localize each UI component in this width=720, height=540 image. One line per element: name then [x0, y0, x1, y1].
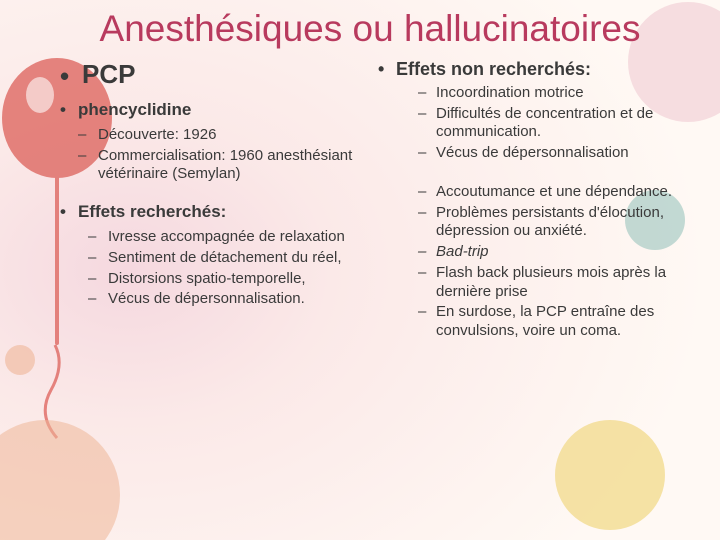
list-item: Vécus de dépersonnalisation. [88, 290, 362, 309]
effets-recherches-heading: Effets recherchés: [60, 202, 362, 222]
list-item: Difficultés de concentration et de commu… [418, 105, 680, 143]
right-column: Effets non recherchés: Incoordination mo… [378, 59, 680, 351]
effets-non-recherches-label: Effets non recherchés: [396, 59, 591, 79]
content: Anesthésiques ou hallucinatoires PCP phe… [0, 0, 720, 371]
pcp-label: PCP [82, 59, 135, 89]
slide: Anesthésiques ou hallucinatoires PCP phe… [0, 0, 720, 540]
effets-non-recherches-heading: Effets non recherchés: Incoordination mo… [378, 59, 680, 341]
effets-non-recherches-block1: Incoordination motrice Difficultés de co… [396, 84, 680, 163]
slide-title: Anesthésiques ou hallucinatoires [60, 10, 680, 49]
left-column: PCP phencyclidine Découverte: 1926 Comme… [60, 59, 362, 351]
phencyclidine-details: Découverte: 1926 Commercialisation: 1960… [78, 126, 362, 184]
two-column-body: PCP phencyclidine Découverte: 1926 Comme… [60, 59, 680, 351]
list-item: Accoutumance et une dépendance. [418, 183, 680, 202]
effets-recherches-list: Ivresse accompagnée de relaxation Sentim… [60, 228, 362, 309]
phencyclidine-label: phencyclidine [78, 100, 191, 119]
effets-recherches-label: Effets recherchés: [78, 202, 226, 221]
list-item: En surdose, la PCP entraîne des convulsi… [418, 303, 680, 341]
list-item: Commercialisation: 1960 anesthésiant vét… [78, 147, 362, 185]
list-item: Vécus de dépersonnalisation [418, 144, 680, 163]
list-item: Ivresse accompagnée de relaxation [88, 228, 362, 247]
list-item: Problèmes persistants d'élocution, dépre… [418, 204, 680, 242]
list-item: Flash back plusieurs mois après la derni… [418, 264, 680, 302]
list-item: Sentiment de détachement du réel, [88, 249, 362, 268]
effets-non-recherches-block2: Accoutumance et une dépendance. Problème… [396, 183, 680, 341]
left-sub-heading: phencyclidine Découverte: 1926 Commercia… [60, 100, 362, 184]
list-item: Incoordination motrice [418, 84, 680, 103]
list-item-text: Vécus de dépersonnalisation. [108, 290, 305, 307]
list-item: Distorsions spatio-temporelle, [88, 270, 362, 289]
left-main-heading: PCP [60, 59, 362, 90]
list-item: Découverte: 1926 [78, 126, 362, 145]
list-item: Bad-trip [418, 243, 680, 262]
